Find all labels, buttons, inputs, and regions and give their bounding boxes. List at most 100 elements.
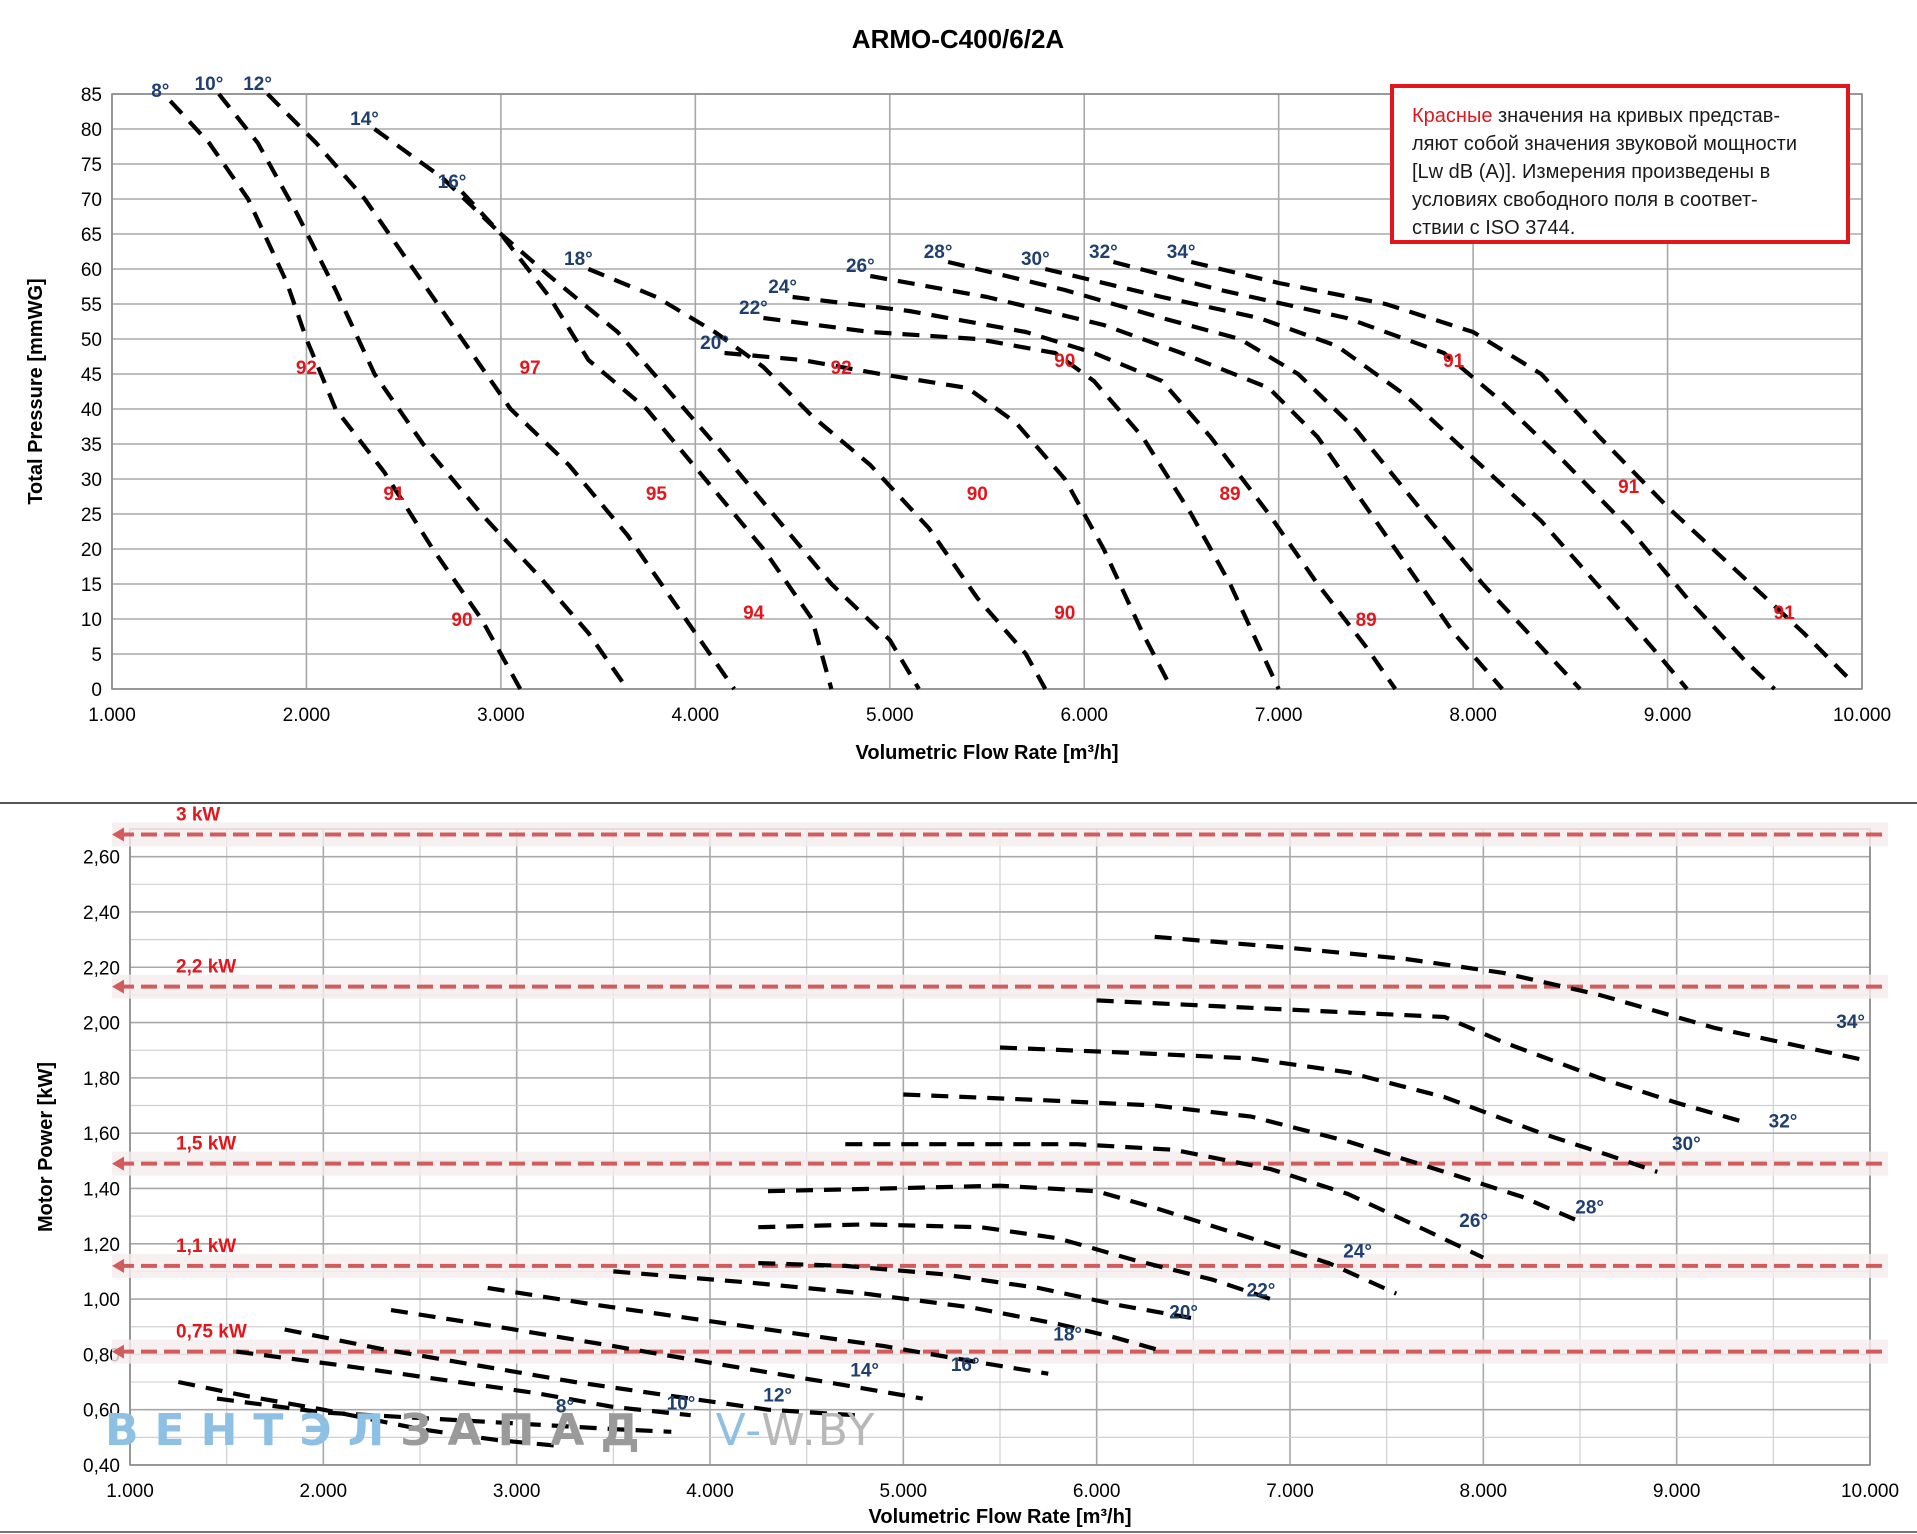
- pressure-series-line: [1190, 259, 1854, 684]
- power-angle-label: 34°: [1836, 1012, 1865, 1033]
- pressure-y-tick-label: 30: [81, 470, 102, 491]
- power-angle-label: 10°: [667, 1394, 696, 1415]
- power-angle-label: 28°: [1575, 1197, 1604, 1218]
- power-series-line: [845, 1142, 1485, 1260]
- pressure-x-tick-label: 7.000: [1255, 705, 1303, 726]
- power-x-axis-label: Volumetric Flow Rate [m³/h]: [869, 1506, 1132, 1528]
- pressure-x-axis-label: Volumetric Flow Rate [m³/h]: [856, 742, 1119, 764]
- sound-power-label: 90: [967, 484, 988, 505]
- pressure-series-line: [460, 190, 921, 691]
- power-x-tick-label: 1.000: [106, 1481, 154, 1502]
- power-x-tick-label: 9.000: [1653, 1481, 1701, 1502]
- power-series-line: [177, 1379, 556, 1448]
- pressure-y-tick-label: 15: [81, 575, 102, 596]
- power-angle-label: 12°: [763, 1385, 792, 1406]
- pressure-y-tick-label: 45: [81, 365, 102, 386]
- sound-power-label: 91: [1618, 477, 1640, 498]
- power-angle-label: 22°: [1247, 1280, 1276, 1301]
- note-line-2: ляют собой значения звуковой мощности: [1412, 133, 1798, 155]
- power-angle-label: 16°: [951, 1355, 980, 1376]
- motor-limit-arrow: [112, 1344, 124, 1359]
- motor-limit-label: 0,75 kW: [176, 1322, 247, 1343]
- power-y-tick-label: 1,00: [83, 1290, 120, 1311]
- power-angle-label: 24°: [1343, 1242, 1372, 1263]
- pressure-angle-label: 30°: [1021, 249, 1050, 270]
- power-x-tick-label: 5.000: [880, 1481, 928, 1502]
- pressure-x-tick-label: 1.000: [88, 705, 136, 726]
- pressure-angle-label: 18°: [564, 249, 593, 270]
- pressure-y-tick-label: 50: [81, 330, 102, 351]
- power-angle-label: 20°: [1169, 1302, 1198, 1323]
- pressure-angle-label: 10°: [195, 74, 224, 95]
- motor-limit-label: 3 kW: [176, 805, 220, 826]
- pressure-x-tick-label: 4.000: [672, 705, 720, 726]
- power-x-tick-label: 6.000: [1073, 1481, 1121, 1502]
- pressure-chart: 1.000 2.000 3.000 4.000 5.000 6.000 7.000 8.000…: [25, 74, 1891, 764]
- pressure-angle-label: 16°: [438, 172, 467, 193]
- motor-power-chart: 1.000 2.000 3.000 4.000 5.000 6.000 7.000 8.000…: [35, 805, 1899, 1528]
- power-y-tick-label: 1,40: [83, 1179, 120, 1200]
- pressure-x-tick-label: 6.000: [1060, 705, 1108, 726]
- motor-limit-label: 2,2 kW: [176, 957, 236, 978]
- power-series-line: [1154, 934, 1871, 1064]
- note-highlight: Красные: [1412, 105, 1493, 127]
- power-x-tick-label: 4.000: [686, 1481, 734, 1502]
- sound-power-label: 92: [831, 358, 852, 379]
- power-y-axis-label: Motor Power [kW]: [35, 1062, 57, 1232]
- pressure-y-tick-label: 0: [91, 680, 102, 701]
- sound-power-label: 94: [743, 603, 765, 624]
- sound-power-label: 89: [1219, 484, 1240, 505]
- pressure-y-tick-label: 60: [81, 260, 102, 281]
- pressure-angle-label: 22°: [739, 298, 768, 319]
- sound-power-label: 95: [646, 484, 668, 505]
- pressure-angle-label: 28°: [924, 242, 953, 263]
- pressure-y-tick-label: 20: [81, 540, 102, 561]
- power-x-tick-label: 3.000: [493, 1481, 541, 1502]
- power-x-tick-label: 2.000: [300, 1481, 348, 1502]
- pressure-series-line: [1112, 259, 1776, 691]
- note-line-1: значения на кривых представ-: [1492, 105, 1781, 127]
- pressure-x-tick-label: 8.000: [1449, 705, 1497, 726]
- chart-title: ARMO-C400/6/2A: [852, 24, 1065, 54]
- sound-power-label: 90: [1054, 351, 1075, 372]
- pressure-x-tick-label: 9.000: [1644, 705, 1692, 726]
- pressure-series-line: [217, 92, 630, 691]
- pressure-series-line: [869, 273, 1504, 691]
- watermark: ВЕНТЭЛЗАПАД V-W.BY: [105, 1405, 876, 1456]
- power-y-tick-label: 2,00: [83, 1014, 120, 1035]
- motor-limit-arrow: [112, 979, 124, 994]
- pressure-x-tick-label: 10.000: [1833, 705, 1891, 726]
- motor-limit-arrow: [112, 827, 124, 842]
- pressure-angle-label: 8°: [151, 81, 169, 102]
- pressure-y-tick-label: 80: [81, 120, 102, 141]
- watermark-part-3: V-: [715, 1405, 762, 1456]
- power-y-tick-label: 1,80: [83, 1069, 120, 1090]
- sound-power-label: 89: [1356, 610, 1377, 631]
- power-y-tick-label: 2,40: [83, 903, 120, 924]
- power-series-line: [1096, 998, 1745, 1125]
- sound-power-note: Красные значения на кривых представ- ляю…: [1390, 84, 1850, 244]
- motor-limit-label: 1,1 kW: [176, 1236, 236, 1257]
- pressure-series-line: [373, 127, 834, 690]
- power-angle-label: 8°: [556, 1396, 574, 1417]
- pressure-series-line: [587, 267, 1048, 691]
- pressure-series-line: [168, 99, 523, 691]
- power-angle-label: 18°: [1053, 1325, 1082, 1346]
- power-series-line: [758, 1222, 1272, 1302]
- motor-limit-arrow: [112, 1156, 124, 1171]
- pressure-angle-label: 32°: [1089, 242, 1118, 263]
- pressure-angle-label: 14°: [350, 109, 379, 130]
- watermark-part-1: ВЕНТЭЛ: [105, 1405, 401, 1456]
- sound-power-label: 91: [383, 484, 405, 505]
- sound-power-label: 90: [451, 610, 472, 631]
- power-series-line: [999, 1045, 1658, 1174]
- power-y-tick-label: 2,60: [83, 848, 120, 869]
- pressure-angle-label: 34°: [1167, 242, 1196, 263]
- pressure-angle-label: 20°: [700, 333, 729, 354]
- note-line-3: [Lw dB (A)]. Измерения произведены в: [1412, 161, 1771, 183]
- pressure-y-tick-label: 85: [81, 85, 102, 106]
- pressure-y-tick-label: 55: [81, 295, 102, 316]
- pressure-y-tick-label: 65: [81, 225, 102, 246]
- watermark-part-4: W.BY: [761, 1405, 877, 1456]
- sound-power-label: 92: [296, 358, 317, 379]
